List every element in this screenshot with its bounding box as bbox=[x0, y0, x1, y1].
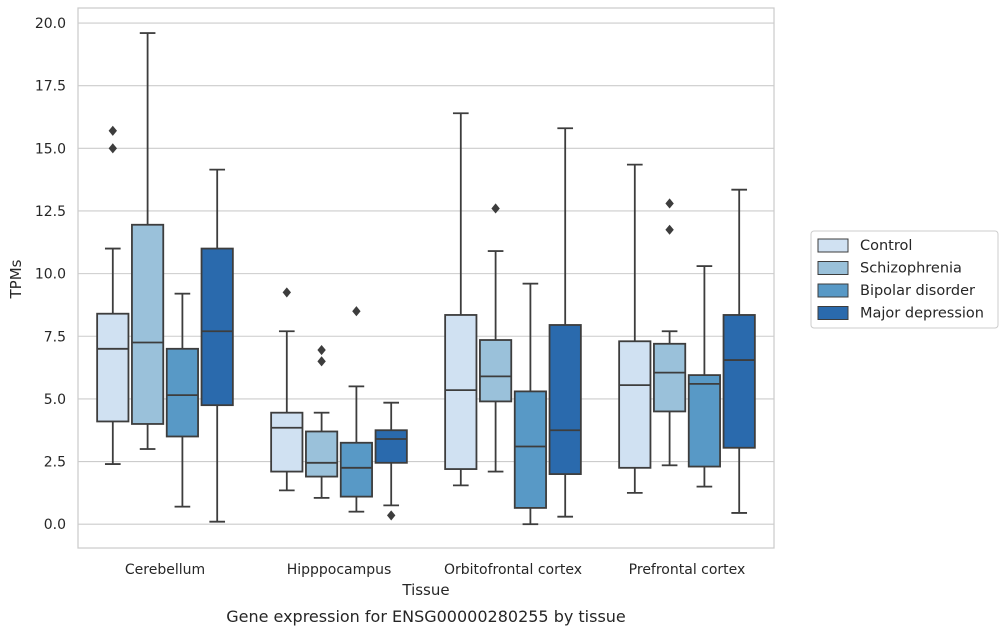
outlier-point bbox=[387, 510, 396, 521]
legend-label: Major depression bbox=[860, 306, 984, 322]
y-tick-label: 17.5 bbox=[35, 79, 66, 95]
y-axis-title: TPMs bbox=[7, 259, 25, 299]
box-major-depression bbox=[548, 127, 582, 518]
box-major-depression bbox=[374, 401, 408, 521]
legend-item-control: Control bbox=[817, 238, 912, 254]
y-tick-label: 7.5 bbox=[44, 329, 66, 345]
legend-label: Bipolar disorder bbox=[860, 283, 975, 299]
box-body bbox=[96, 312, 130, 423]
box-bipolar-disorder bbox=[165, 292, 199, 508]
box-control bbox=[96, 125, 130, 465]
legend-label: Schizophrenia bbox=[860, 261, 962, 277]
x-tick-label: Orbitofrontal cortex bbox=[444, 562, 582, 578]
box-body bbox=[722, 314, 756, 449]
legend-swatch bbox=[817, 283, 849, 298]
chart-caption: Gene expression for ENSG00000280255 by t… bbox=[226, 607, 626, 626]
box-group-prefrontal-cortex bbox=[618, 163, 756, 514]
box-group-orbitofrontal-cortex bbox=[444, 112, 582, 526]
y-tick-label: 15.0 bbox=[35, 141, 66, 157]
plot-frame bbox=[77, 7, 775, 549]
y-tick-label: 2.5 bbox=[44, 455, 66, 471]
box-schizophrenia bbox=[131, 32, 165, 450]
outlier-point bbox=[317, 345, 326, 356]
box-body bbox=[305, 430, 339, 478]
box-control bbox=[270, 287, 304, 492]
outlier-point bbox=[665, 198, 674, 209]
y-tick-labels: 0.0 2.5 5.0 7.5 10.0 12.5 15.0 17.5 20.0 bbox=[35, 16, 66, 533]
y-tick-label: 12.5 bbox=[35, 204, 66, 220]
outlier-point bbox=[491, 203, 500, 214]
box-group-hipppocampus bbox=[270, 287, 408, 521]
box-body bbox=[479, 339, 513, 403]
box-schizophrenia bbox=[653, 198, 687, 467]
box-body bbox=[131, 223, 165, 425]
legend-label: Control bbox=[860, 238, 912, 254]
box-body bbox=[270, 411, 304, 473]
box-bipolar-disorder bbox=[339, 306, 373, 513]
y-tick-label: 20.0 bbox=[35, 16, 66, 32]
outlier-point bbox=[282, 287, 291, 298]
box-bipolar-disorder bbox=[513, 282, 547, 526]
legend-swatch bbox=[817, 261, 849, 275]
y-tick-label: 0.0 bbox=[44, 517, 66, 533]
y-tick-label: 10.0 bbox=[35, 267, 66, 283]
box-schizophrenia bbox=[305, 345, 339, 499]
legend-item-schizophrenia: Schizophrenia bbox=[817, 261, 962, 277]
x-tick-label: Hipppocampus bbox=[287, 562, 392, 578]
x-tick-label: Prefrontal cortex bbox=[629, 562, 746, 578]
box-body bbox=[165, 347, 199, 438]
legend-frame bbox=[810, 230, 999, 329]
legend-item-bipolar-disorder: Bipolar disorder bbox=[817, 283, 975, 299]
outlier-point bbox=[352, 306, 361, 317]
y-tick-label: 5.0 bbox=[44, 392, 66, 408]
box-body bbox=[548, 324, 582, 475]
legend-swatch bbox=[817, 238, 849, 253]
box-groups bbox=[96, 32, 756, 526]
box-bipolar-disorder bbox=[687, 265, 721, 488]
plot-background bbox=[78, 8, 774, 548]
x-tick-label: Cerebellum bbox=[125, 562, 205, 578]
box-body bbox=[374, 429, 408, 464]
outlier-point bbox=[665, 224, 674, 235]
x-axis-title: Tissue bbox=[401, 581, 449, 599]
outlier-point bbox=[317, 356, 326, 367]
box-major-depression bbox=[200, 168, 234, 523]
box-body bbox=[687, 374, 721, 468]
box-control bbox=[618, 163, 652, 494]
box-control bbox=[444, 112, 478, 487]
box-major-depression bbox=[722, 188, 756, 514]
box-body bbox=[513, 390, 547, 509]
outlier-point bbox=[108, 143, 117, 154]
x-tick-labels: Cerebellum Hipppocampus Orbitofrontal cort… bbox=[125, 562, 745, 578]
box-body bbox=[618, 340, 652, 469]
outlier-point bbox=[108, 125, 117, 136]
legend: Control Schizophrenia Bipolar disorder Majo… bbox=[810, 230, 999, 329]
legend-item-major-depression: Major depression bbox=[817, 306, 984, 322]
box-body bbox=[339, 441, 373, 498]
box-body bbox=[200, 247, 234, 407]
box-body bbox=[444, 314, 478, 470]
legend-swatch bbox=[817, 306, 849, 320]
box-schizophrenia bbox=[479, 203, 513, 473]
box-body bbox=[653, 342, 687, 413]
box-group-cerebellum bbox=[96, 32, 234, 523]
